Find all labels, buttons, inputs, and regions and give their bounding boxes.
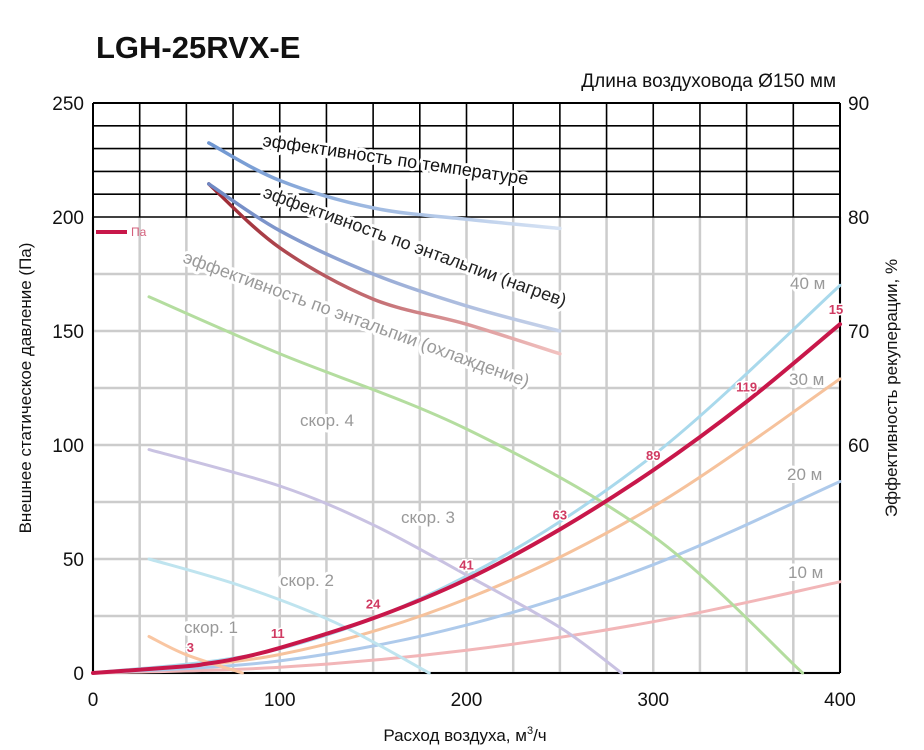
x-tick-label: 200 (451, 690, 483, 711)
y-axis-label-left: Внешнее статическое давление (Па) (16, 243, 35, 534)
series-layer (91, 141, 842, 675)
x-axis-label: Расход воздуха, м3/ч (383, 725, 546, 745)
chart-subtitle: Длина воздуховода Ø150 мм (581, 71, 836, 92)
data-label: 119 (736, 380, 757, 395)
data-label: 89 (646, 448, 660, 463)
annotation-label: скор. 2 (280, 571, 334, 590)
annotation-label: 20 м (787, 465, 822, 484)
annotation-label: 10 м (788, 563, 823, 582)
y-tick-label-left: 50 (63, 550, 84, 571)
series-line-скор-2 (147, 557, 431, 675)
y-tick-label-left: 200 (52, 208, 84, 229)
y-tick-label-right: 60 (848, 436, 869, 457)
data-label: 15 (829, 302, 843, 317)
annotation-label: эффективность по температуре (261, 130, 529, 189)
annotation-label: скор. 3 (401, 508, 455, 527)
y-tick-label-left: 150 (52, 322, 84, 343)
x-tick-label: 300 (637, 690, 669, 711)
x-axis-label-sup: 3 (527, 725, 533, 737)
data-label: 63 (553, 507, 567, 522)
series-line-скор-1 (147, 635, 244, 675)
data-label: 41 (459, 558, 473, 573)
series-line-скор-3 (147, 448, 623, 675)
annotation-label: скор. 4 (300, 411, 354, 430)
y-tick-label-left: 0 (73, 664, 84, 685)
y-tick-label-right: 90 (848, 94, 869, 115)
y-tick-label-right: 80 (848, 208, 869, 229)
series-line-10-м (91, 580, 842, 675)
data-label: 3 (187, 640, 194, 655)
annotation-label: скор. 1 (184, 618, 238, 637)
data-label: 11 (271, 626, 285, 641)
chart-title: LGH-25RVX-E (96, 30, 300, 65)
grid: 0 100 200 300 400 0 50 100 150 200 250 60 70 80 90 (52, 94, 869, 711)
x-axis-label-tail: /ч (533, 726, 547, 745)
x-tick-label: 100 (264, 690, 296, 711)
x-tick-label: 0 (88, 690, 99, 711)
series-line-эффективность-по-энтальпии-охлаждение- (207, 182, 562, 356)
legend-pa-label: Па (131, 225, 147, 239)
y-tick-label-left: 250 (52, 94, 84, 115)
data-label: 24 (366, 596, 381, 611)
x-axis-label-main: Расход воздуха, м (383, 726, 527, 745)
y-tick-label-right: 70 (848, 322, 869, 343)
series-line-эффективность-по-энтальпии-нагрев- (207, 182, 562, 333)
series-line-эффективность-по-температуре (207, 141, 562, 231)
annotation-label: 40 м (790, 274, 825, 293)
series-line-Па (91, 322, 842, 675)
x-tick-label: 400 (824, 690, 856, 711)
series-line-скор-4 (147, 295, 805, 675)
annotation-label: 30 м (789, 370, 824, 389)
y-axis-label-right: Эффективность рекуперации, % (882, 259, 901, 517)
y-tick-label-left: 100 (52, 436, 84, 457)
